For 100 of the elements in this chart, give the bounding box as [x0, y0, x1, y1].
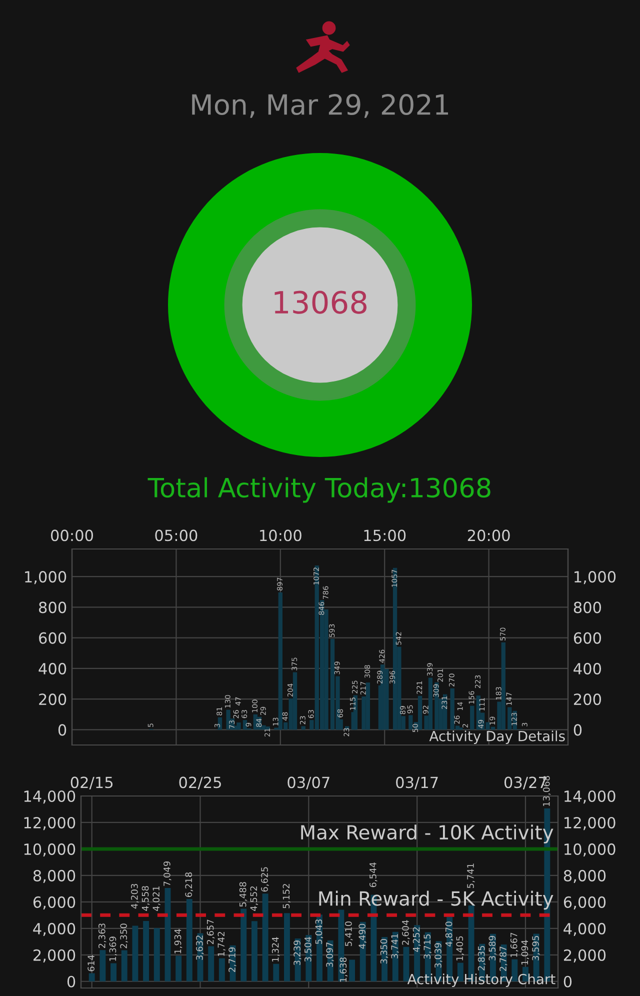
y2-tick-label: 0: [564, 976, 572, 988]
data-label: 4,552: [250, 886, 258, 911]
bar: [132, 926, 138, 982]
y2-tick-label: 200: [574, 694, 602, 706]
x-tick-label: 10:00: [260, 530, 302, 542]
data-label: 4,021: [152, 886, 160, 912]
x-tick-label: 03/17: [396, 776, 438, 790]
data-label: 5,741: [467, 864, 475, 888]
y-tick-label: 400: [38, 662, 66, 674]
data-label: 3,741: [391, 934, 399, 958]
x-tick-label: 15:00: [364, 530, 406, 542]
y-tick-label: 600: [39, 632, 66, 644]
y2-tick-label: 400: [574, 662, 602, 674]
bar: [501, 642, 506, 730]
data-label: 3,239: [294, 940, 302, 966]
bar: [273, 964, 280, 982]
bar: [403, 946, 410, 982]
y2-tick-label: 0: [574, 724, 582, 736]
data-label: 2,835: [478, 946, 486, 970]
bar: [208, 946, 214, 982]
annotation: Activity Day Details: [429, 730, 565, 744]
data-label: 6,544: [369, 862, 378, 888]
data-label: 6,625: [261, 867, 269, 892]
data-label: 2,604: [402, 920, 410, 945]
x-tick-label: 05:00: [155, 530, 198, 542]
data-label: 4,252: [412, 927, 421, 952]
bar: [226, 710, 230, 730]
text: Total Activity Today:13068: [148, 477, 490, 503]
data-label: 1,667: [510, 932, 518, 957]
y-tick-label: 6,000: [33, 896, 76, 910]
y-tick-label: 1,000: [25, 571, 66, 584]
data-label: 1,638: [340, 958, 348, 982]
data-label: 2,363: [98, 924, 106, 948]
data-label: 3,595: [532, 936, 540, 960]
data-label: 5,410: [345, 921, 353, 946]
bar: [236, 722, 241, 730]
data-label: 1,369: [109, 936, 118, 961]
bar: [512, 959, 518, 982]
bar: [366, 682, 370, 730]
y2-tick-label: 4,000: [564, 922, 606, 936]
bar: [470, 706, 474, 730]
x-tick-label: 03/07: [288, 776, 330, 790]
bar: [186, 899, 192, 982]
data-label: 1,742: [218, 932, 226, 956]
data-label: 6,218: [185, 872, 193, 898]
y-tick-label: 0: [67, 976, 76, 988]
data-label: 4,558: [142, 886, 150, 911]
y-tick-label: 2,000: [34, 949, 76, 962]
y-tick-label: 800: [39, 602, 66, 614]
data-label: 5,488: [239, 882, 248, 907]
data-label: 3,097: [326, 942, 334, 967]
bar: [176, 956, 182, 982]
bar: [240, 908, 247, 982]
data-label: 2,787: [500, 946, 508, 972]
ref-line-label: Min Reward - 5K Activity: [319, 890, 554, 910]
bar: [301, 726, 306, 730]
data-label: 614: [88, 955, 94, 972]
annotation: Activity History Chart: [407, 974, 556, 988]
y2-tick-label: 600: [574, 632, 602, 644]
x-tick-label: 02/25: [179, 776, 221, 790]
data-label: 5,152: [282, 884, 291, 908]
data-label: 1,934: [174, 929, 182, 954]
y2-tick-label: 6,000: [564, 896, 606, 910]
bar: [154, 928, 160, 982]
bar: [262, 894, 268, 982]
data-label: 2,350: [120, 924, 128, 948]
bar: [292, 672, 298, 730]
bar: [434, 682, 439, 730]
bar: [218, 958, 225, 982]
bar: [100, 950, 106, 982]
bar: [418, 696, 422, 730]
data-label: 2,719: [228, 947, 236, 972]
data-label: 3,504: [304, 936, 312, 962]
y2-tick-label: 14,000: [564, 790, 616, 804]
bar: [88, 973, 95, 982]
chart-title: Mon, Mar 29, 2021: [192, 94, 448, 118]
bar: [251, 921, 258, 982]
y-tick-label: 10,000: [24, 843, 76, 857]
y-tick-label: 0: [58, 724, 66, 736]
bar: [457, 962, 464, 982]
data-label: 1,094: [521, 940, 530, 965]
y2-tick-label: 800: [574, 602, 602, 614]
data-label: 3,039: [434, 943, 442, 968]
bar: [164, 888, 171, 982]
y2-tick-label: 12,000: [564, 816, 616, 830]
text: 13068: [274, 290, 367, 314]
data-label: 3,715: [424, 934, 432, 959]
data-label: 4,870: [445, 922, 454, 946]
y-tick-label: 4,000: [33, 922, 76, 936]
bar: [428, 678, 433, 730]
y2-tick-label: 2,000: [564, 949, 606, 962]
y-tick-label: 12,000: [24, 816, 76, 830]
y2-tick-label: 1,000: [574, 571, 616, 584]
y-tick-label: 200: [39, 694, 66, 706]
x-tick-label: 20:00: [468, 530, 510, 542]
data-label: 4,203: [130, 884, 139, 909]
data-label: 1,324: [272, 937, 280, 962]
data-label: 3,350: [380, 939, 388, 964]
x-tick-label: 00:00: [50, 530, 93, 542]
bar: [143, 921, 150, 982]
